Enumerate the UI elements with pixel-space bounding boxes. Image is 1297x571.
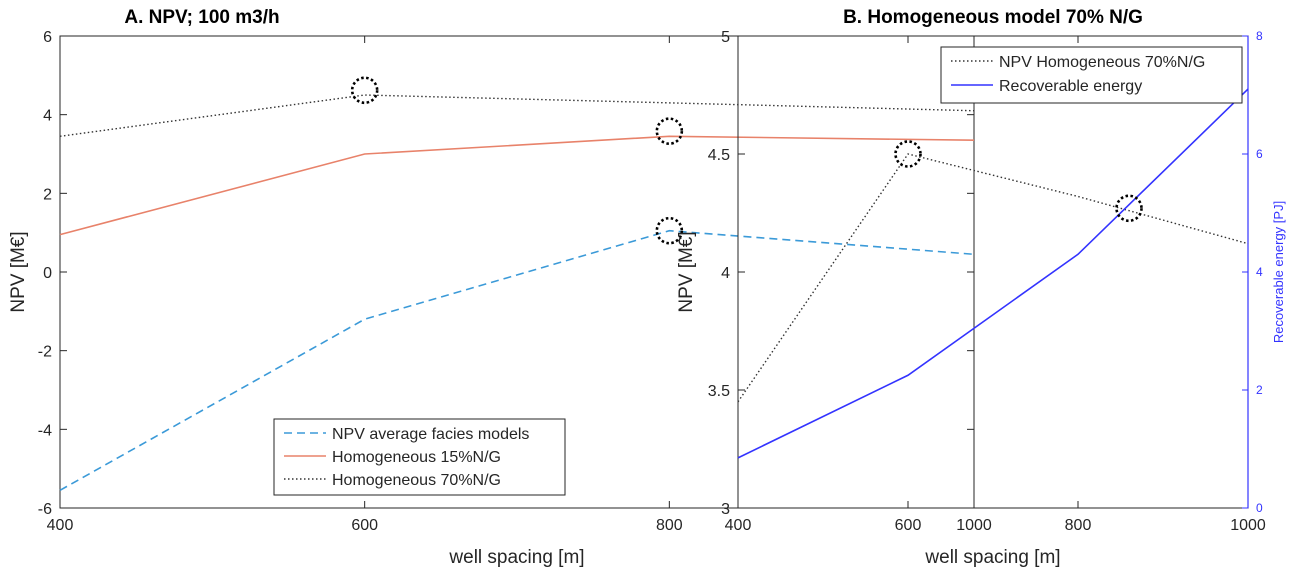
chart-b-ytick-label: 3 (721, 501, 730, 518)
chart-a-markers (350, 76, 684, 245)
chart-a-xlabel: well spacing [m] (448, 547, 584, 568)
chart-b-y2tick-label: 8 (1256, 29, 1263, 43)
chart-b-xtick-label: 1000 (1230, 517, 1266, 534)
chart-a: A. NPV; 100 m3/h 400 600 800 1000 -6 -4 -2 0 2 4 6… (8, 7, 992, 568)
chart-a-xtick-label: 400 (47, 517, 74, 534)
chart-a-legend-label: Homogeneous 15%N/G (332, 449, 501, 466)
chart-a-legend-label: NPV average facies models (332, 426, 529, 443)
chart-b-series-line-2 (737, 88, 1249, 459)
chart-b-highlight-circle (894, 140, 922, 168)
chart-a-legend-label: Homogeneous 70%N/G (332, 472, 501, 489)
chart-a-ytick-label: -6 (38, 501, 52, 518)
chart-a-series-line-3 (59, 94, 975, 137)
chart-a-highlight-circle (655, 117, 684, 145)
chart-a-ticks: 400 600 800 1000 -6 -4 -2 0 2 4 6 (38, 29, 992, 534)
chart-b-y2tick-label: 0 (1256, 501, 1263, 515)
chart-a-ytick-label: 4 (43, 108, 52, 125)
chart-b-legend-box (940, 46, 1243, 104)
chart-b-highlight-circle (1115, 194, 1143, 223)
chart-a-title: A. NPV; 100 m3/h (124, 7, 279, 28)
chart-b-xlabel: well spacing [m] (924, 547, 1060, 568)
chart-a-ytick-label: 2 (43, 186, 52, 203)
chart-b-legend: NPV Homogeneous 70%N/G Recoverable energy (940, 46, 1243, 104)
chart-b-markers (894, 140, 1143, 223)
chart-b-ytick-label: 4 (721, 265, 730, 282)
chart-b-title: B. Homogeneous model 70% N/G (843, 7, 1143, 28)
chart-b-series (737, 88, 1249, 459)
chart-b-y2tick-label: 6 (1256, 147, 1263, 161)
chart-a-highlight-circle (655, 216, 684, 245)
chart-b-ytick-label: 5 (721, 29, 730, 46)
chart-a-series (59, 94, 975, 491)
chart-a-xtick-label: 1000 (956, 517, 992, 534)
chart-a-legend: NPV average facies models Homogeneous 15%… (273, 418, 566, 496)
chart-a-series-line-1 (59, 229, 975, 491)
chart-a-ytick-label: -4 (38, 422, 52, 439)
chart-a-ytick-label: 6 (43, 29, 52, 46)
chart-b-xtick-label: 800 (1065, 517, 1092, 534)
chart-b-y2tick-label: 2 (1256, 383, 1263, 397)
chart-b: B. Homogeneous model 70% N/G 400 600 800 10… (676, 7, 1286, 568)
chart-b-ytick-label: 3.5 (708, 383, 730, 400)
chart-b-legend-label: NPV Homogeneous 70%N/G (999, 54, 1205, 71)
chart-a-ylabel: NPV [M€] (8, 231, 29, 312)
chart-b-y2tick-label: 4 (1256, 265, 1263, 279)
chart-a-legend-box (273, 418, 566, 496)
chart-b-ticks: 400 600 800 1000 3 3.5 4 4.5 5 0 2 4 6 8 (708, 29, 1266, 534)
chart-b-ytick-label: 4.5 (708, 147, 730, 164)
chart-b-xtick-label: 600 (895, 517, 922, 534)
chart-a-ytick-label: -2 (38, 344, 52, 361)
chart-b-series-line-1 (737, 153, 1249, 403)
chart-a-series-line-2 (59, 135, 975, 236)
chart-b-legend-label: Recoverable energy (999, 78, 1142, 95)
chart-a-highlight-circle (350, 76, 379, 105)
chart-a-xtick-label: 800 (656, 517, 683, 534)
chart-b-ylabel: NPV [M€] (676, 231, 697, 312)
chart-a-xtick-label: 600 (351, 517, 378, 534)
chart-a-ytick-label: 0 (43, 265, 52, 282)
chart-b-xtick-label: 400 (725, 517, 752, 534)
chart-b-y2label: Recoverable energy [PJ] (1271, 201, 1286, 343)
